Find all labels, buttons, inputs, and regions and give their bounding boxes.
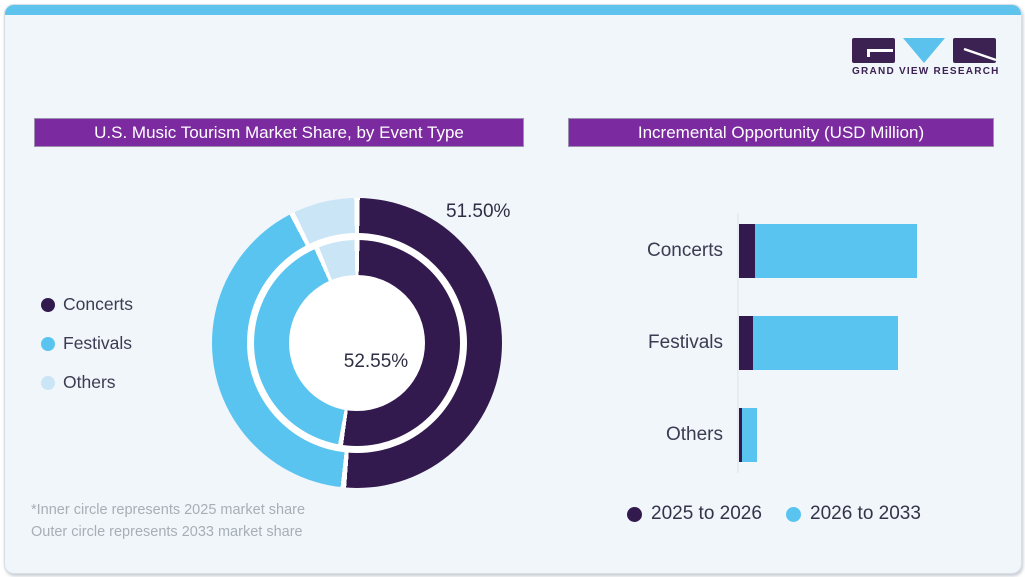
period-2-swatch xyxy=(786,506,801,522)
bar-seg-2026-2033 xyxy=(755,224,917,278)
bar-axis-line xyxy=(737,213,739,473)
festivals-swatch xyxy=(41,336,55,351)
right-chart-title-banner: Incremental Opportunity (USD Million) xyxy=(568,118,994,147)
bar-legend-item-2025-2026: 2025 to 2026 xyxy=(627,503,762,524)
donut-footnote: *Inner circle represents 2025 market sha… xyxy=(31,499,305,543)
bar-seg-2025-2026 xyxy=(739,224,755,278)
left-chart-title-banner: U.S. Music Tourism Market Share, by Even… xyxy=(34,118,524,147)
footnote-line-2: Outer circle represents 2033 market shar… xyxy=(31,524,303,540)
footnote-line-1: *Inner circle represents 2025 market sha… xyxy=(31,502,306,518)
legend-item-festivals: Festivals xyxy=(41,324,133,363)
concerts-swatch xyxy=(41,297,55,312)
legend-label: Others xyxy=(63,372,116,392)
bar-track xyxy=(739,408,757,462)
gvr-logo-mark xyxy=(852,38,996,63)
legend-label: Festivals xyxy=(63,333,133,353)
top-accent-bar xyxy=(5,5,1021,15)
bar-row-festivals: Festivals xyxy=(593,316,898,370)
donut-legend: Concerts Festivals Others xyxy=(41,285,133,402)
period-1-swatch xyxy=(627,506,642,522)
donut-hole xyxy=(289,275,425,411)
bar-legend-item-2026-2033: 2026 to 2033 xyxy=(786,503,921,524)
bar-category-label: Concerts xyxy=(646,240,723,261)
legend-item-concerts: Concerts xyxy=(41,285,133,324)
bar-track xyxy=(739,316,898,370)
legend-label: Concerts xyxy=(63,294,134,314)
bar-seg-2026-2033 xyxy=(753,316,898,370)
donut-inner-value-label: 52.55% xyxy=(343,351,409,372)
bar-row-others: Others xyxy=(593,408,757,462)
bar-category-label: Festivals xyxy=(648,332,723,353)
gvr-logo: GRAND VIEW RESEARCH xyxy=(852,38,1000,77)
donut-chart xyxy=(212,198,502,488)
others-swatch xyxy=(41,375,55,390)
infographic-card: GRAND VIEW RESEARCH U.S. Music Tourism M… xyxy=(4,4,1022,574)
donut-outer-value-label: 51.50% xyxy=(446,201,511,222)
bar-seg-2026-2033 xyxy=(742,408,757,462)
bar-row-concerts: Concerts xyxy=(593,224,917,278)
bar-seg-2025-2026 xyxy=(739,316,753,370)
legend-label: 2025 to 2026 xyxy=(651,503,762,524)
legend-label: 2026 to 2033 xyxy=(810,503,921,524)
bar-track xyxy=(739,224,917,278)
bar-seg-2025-2026 xyxy=(739,408,742,462)
bar-category-label: Others xyxy=(665,424,723,445)
gvr-wordmark: GRAND VIEW RESEARCH xyxy=(852,66,1000,77)
legend-item-others: Others xyxy=(41,363,133,402)
